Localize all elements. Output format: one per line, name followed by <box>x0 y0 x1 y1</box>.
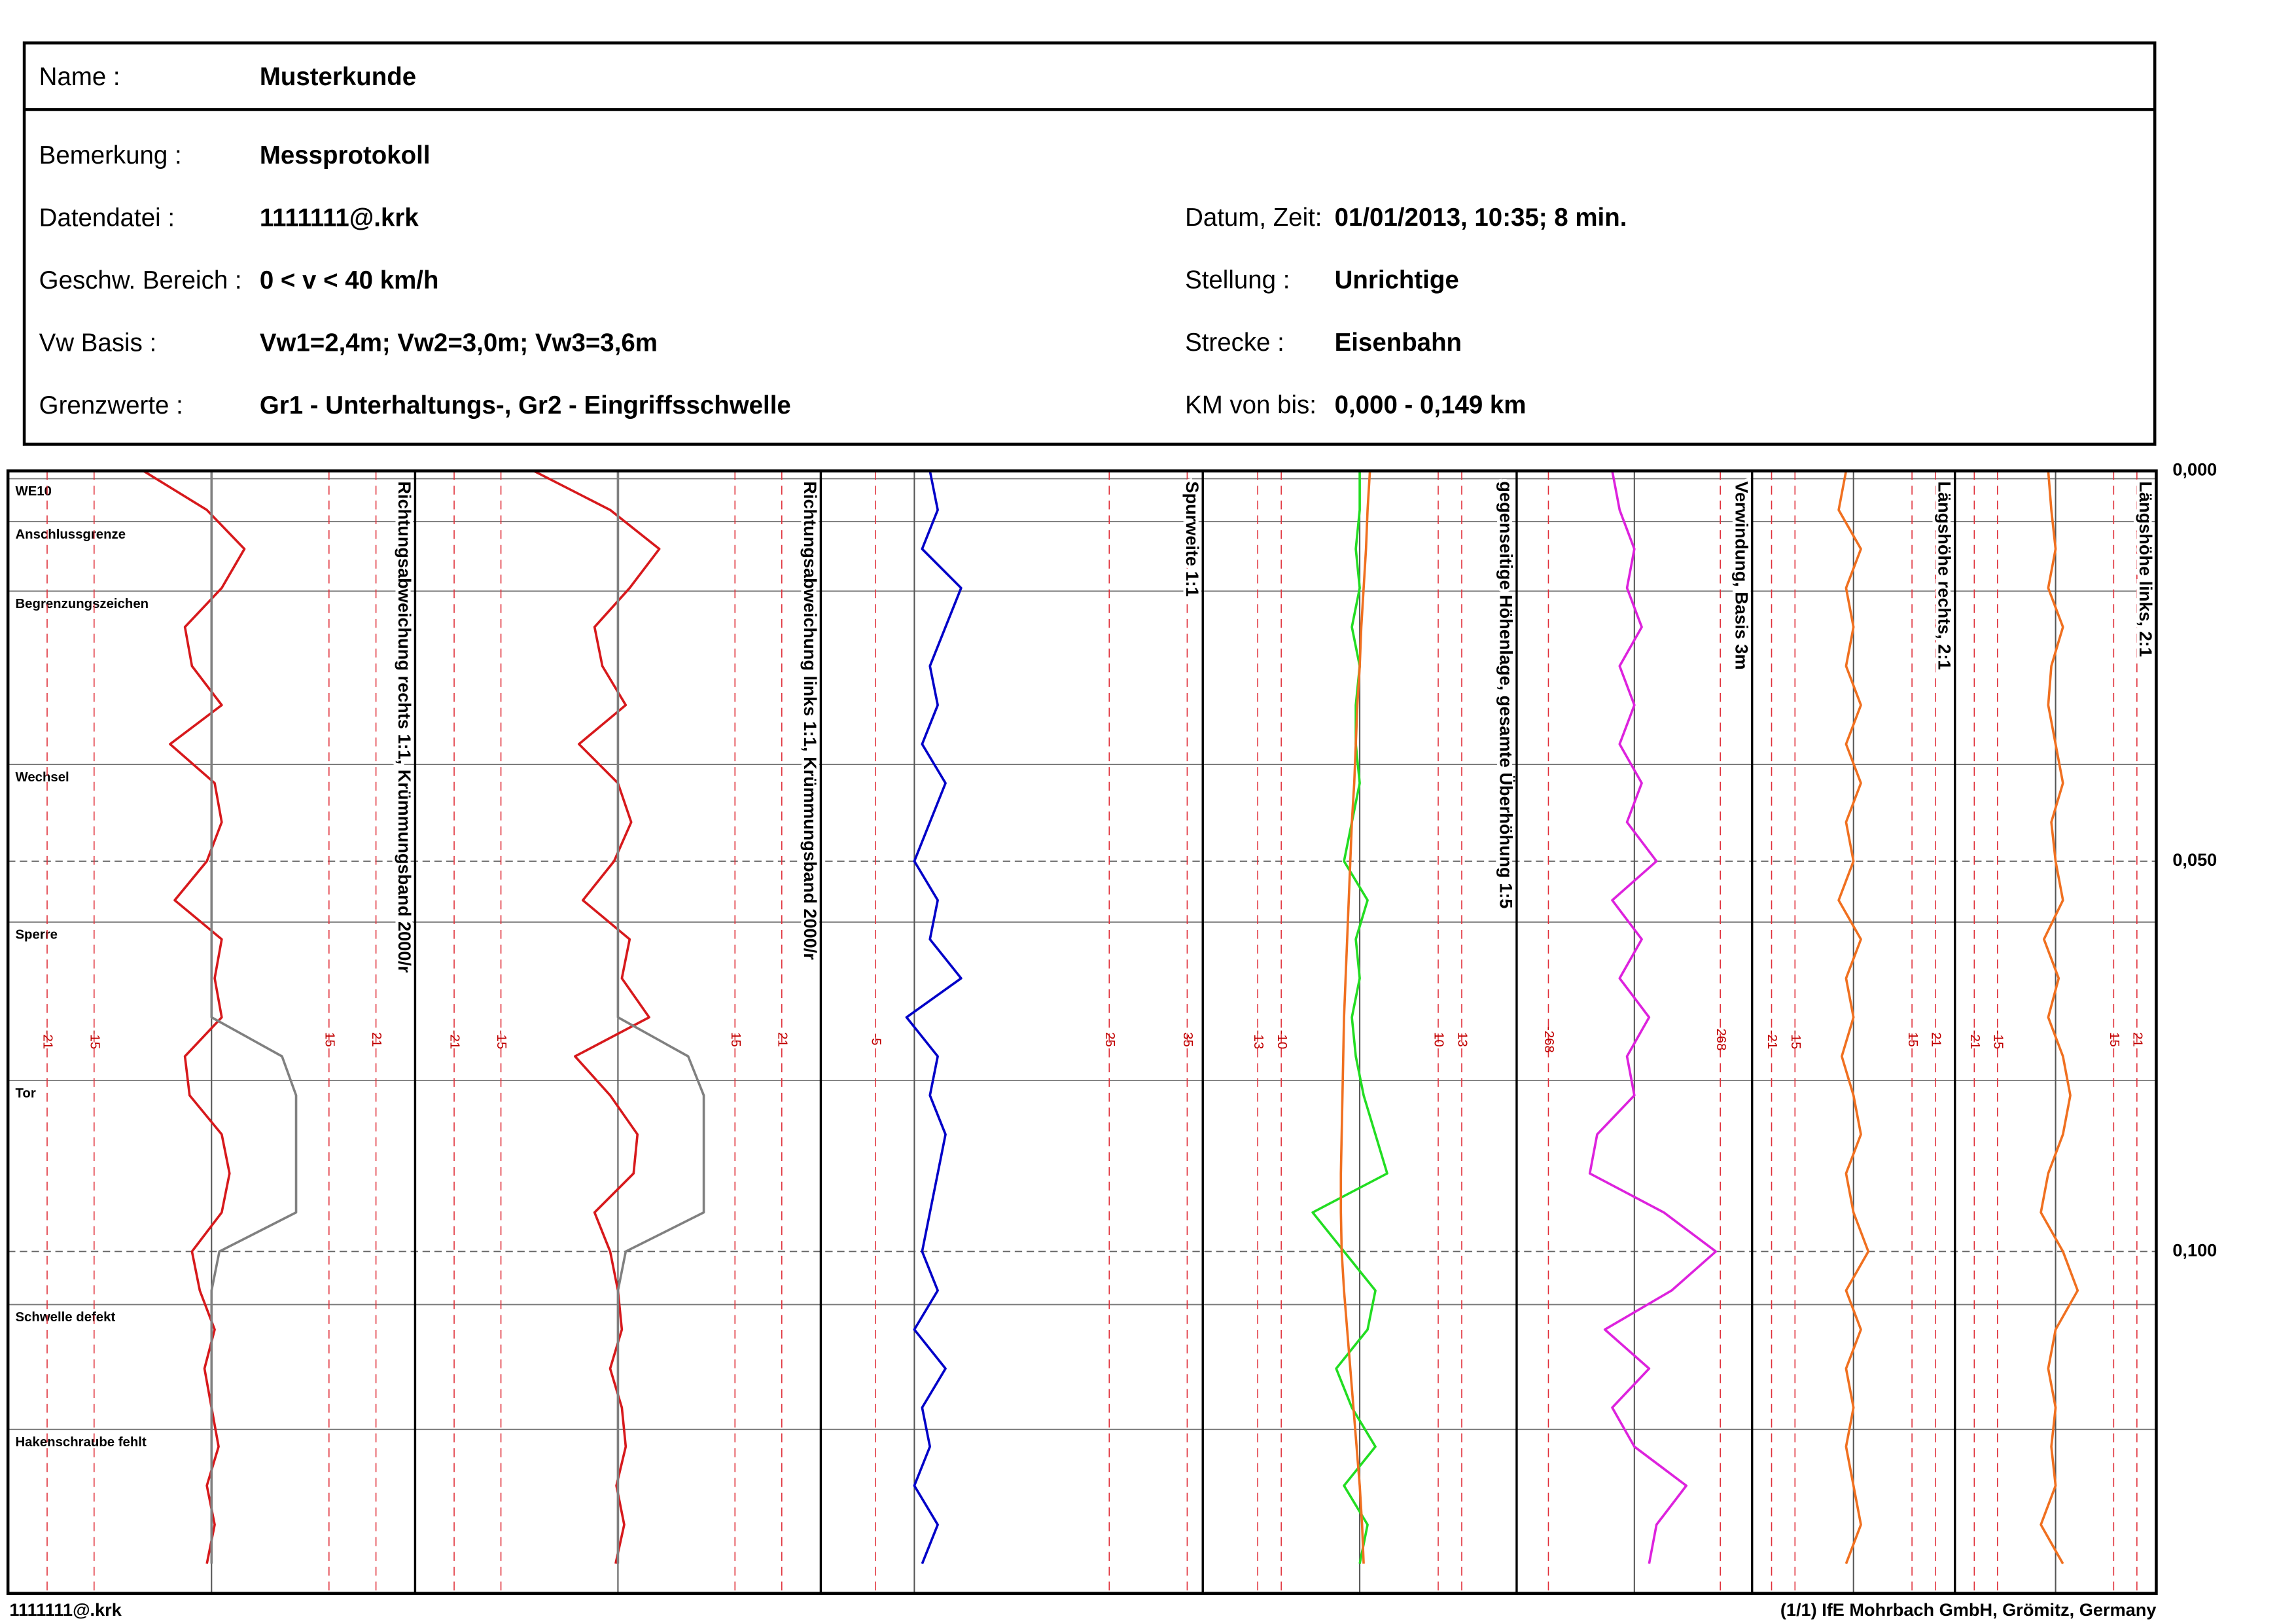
trace <box>616 471 705 1564</box>
trace <box>1339 471 1371 1564</box>
x-tick-label: 21 <box>2130 1032 2144 1047</box>
x-tick-label: -5 <box>868 1033 883 1045</box>
header-label: Datendatei : <box>39 204 175 232</box>
track-title: Spurweite 1:1 <box>1182 481 1203 596</box>
x-tick-label: -15 <box>1788 1030 1803 1049</box>
marker-label: Hakenschraube fehlt <box>15 1435 146 1450</box>
header-value: 1111111@.krk <box>260 204 419 232</box>
x-tick-label: 21 <box>369 1032 383 1047</box>
header-label: KM von bis: <box>1185 391 1316 419</box>
footer-file: 1111111@.krk <box>9 1599 122 1620</box>
x-tick-label: -15 <box>1990 1030 2005 1049</box>
header-label: Grenzwerte : <box>39 391 183 419</box>
x-tick-label: 21 <box>1929 1032 1943 1047</box>
y-tick-label: 0,050 <box>2172 849 2217 870</box>
marker-label: Begrenzungszeichen <box>15 597 149 611</box>
header-label: Vw Basis : <box>39 329 157 357</box>
header-label: Geschw. Bereich : <box>39 266 242 294</box>
x-tick-label: 15 <box>322 1032 336 1047</box>
x-tick-label: 35 <box>1180 1032 1195 1047</box>
header-value: Musterkunde <box>260 63 416 91</box>
x-tick-label: 13 <box>1455 1032 1470 1047</box>
trace <box>1837 471 1870 1565</box>
header-box <box>22 41 2157 446</box>
marker-label: WE10 <box>15 484 51 499</box>
x-tick-label: 15 <box>1905 1032 1920 1047</box>
header-value: Vw1=2,4m; Vw2=3,0m; Vw3=3,6m <box>260 329 658 357</box>
header-value: Eisenbahn <box>1335 329 1462 357</box>
x-tick-label: 15 <box>2107 1032 2121 1047</box>
x-tick-label: -21 <box>448 1030 462 1049</box>
footer-credit: (1/1) IfE Mohrbach GmbH, Grömitz, German… <box>1780 1599 2157 1620</box>
marker-label: Anschlussgrenze <box>15 527 126 542</box>
chart-frame <box>6 469 2158 1596</box>
track-title: Längshöhe links, 2:1 <box>2136 481 2156 656</box>
trace <box>210 471 298 1564</box>
x-tick-label: -15 <box>87 1030 101 1049</box>
header-value: Unrichtige <box>1335 266 1459 294</box>
marker-label: Tor <box>15 1086 35 1101</box>
x-tick-label: -21 <box>41 1030 55 1049</box>
x-tick-label: -13 <box>1251 1030 1265 1049</box>
strip-chart: 0,000 0,050 0,100 WE10 Anschlussgrenze Begren… <box>6 459 2217 1596</box>
x-tick-label: -21 <box>1765 1030 1779 1049</box>
x-tick-label: -21 <box>1968 1030 1982 1049</box>
y-tick-label: 0,100 <box>2172 1240 2217 1260</box>
track-title: Richtungsabweichung links 1:1, Krümmungs… <box>800 481 821 960</box>
trace <box>533 469 661 1564</box>
track-title: Verwindung, Basis 3m <box>1731 481 1752 669</box>
marker-label: Schwelle defekt <box>15 1310 115 1325</box>
x-tick-label: 10 <box>1432 1032 1446 1047</box>
header-value: 01/01/2013, 10:35; 8 min. <box>1335 204 1627 232</box>
header-fields: Bemerkung : Messprotokoll Datendatei : 1111… <box>39 141 1627 419</box>
header-value: 0,000 - 0,149 km <box>1335 391 1527 419</box>
x-tick-label: 25 <box>1103 1032 1117 1047</box>
x-tick-label: 15 <box>728 1032 743 1047</box>
trace <box>1311 471 1388 1564</box>
track-title: Richtungsabweichung rechts 1:1, Krümmung… <box>395 481 415 972</box>
x-tick-label: -15 <box>494 1030 508 1049</box>
trace <box>1588 471 1718 1564</box>
x-tick-label: 21 <box>775 1032 789 1047</box>
header-value: Messprotokoll <box>260 141 431 169</box>
trace <box>143 470 246 1564</box>
trace <box>905 471 963 1565</box>
header-value: 0 < v < 40 km/h <box>260 266 439 294</box>
y-tick-label: 0,000 <box>2172 459 2217 480</box>
header-label: Name : <box>39 63 120 91</box>
header-label: Strecke : <box>1185 329 1284 357</box>
track-title: gegenseitige Höhenlage, gesamte Überhöhu… <box>1496 481 1517 908</box>
header-label: Stellung : <box>1185 266 1290 294</box>
x-tick-label: -10 <box>1275 1030 1289 1049</box>
header-label: Bemerkung : <box>39 141 182 169</box>
x-tick-label: 268 <box>1714 1028 1728 1050</box>
header-label: Datum, Zeit: <box>1185 204 1322 232</box>
track-title: Längshöhe rechts, 2:1 <box>1934 481 1954 669</box>
marker-label: Wechsel <box>15 770 69 785</box>
marker-label: Sperre <box>15 928 58 942</box>
trace <box>2040 471 2079 1565</box>
header-value: Gr1 - Unterhaltungs-, Gr2 - Eingriffssch… <box>260 391 791 419</box>
x-tick-label: -268 <box>1542 1026 1556 1053</box>
